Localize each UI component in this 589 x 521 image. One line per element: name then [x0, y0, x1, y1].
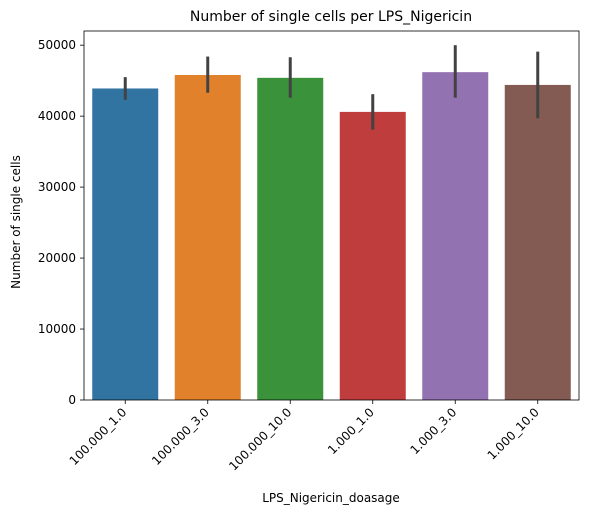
plot-area	[92, 45, 571, 401]
bar	[257, 77, 324, 400]
x-tick-label: 100.000_10.0	[226, 405, 294, 473]
x-axis-ticks: 100.000_1.0 100.000_3.0 100.000_10.0 1.000_…	[67, 400, 542, 473]
bar	[92, 88, 159, 400]
bar	[422, 72, 489, 401]
x-axis-label: LPS_Nigericin_doasage	[262, 491, 400, 505]
bar	[339, 111, 406, 401]
bar	[504, 84, 571, 400]
y-tick-label: 20000	[38, 251, 76, 265]
y-tick-label: 50000	[38, 38, 76, 52]
y-tick-label: 30000	[38, 180, 76, 194]
y-tick-label: 0	[68, 393, 76, 407]
x-tick-label: 100.000_1.0	[67, 405, 130, 468]
y-tick-label: 10000	[38, 322, 76, 336]
x-tick-label: 100.000_3.0	[149, 405, 212, 468]
bar	[174, 74, 241, 400]
x-tick-label: 1.000_1.0	[325, 405, 377, 457]
x-tick-label: 1.000_10.0	[485, 405, 542, 462]
chart-title: Number of single cells per LPS_Nigericin	[190, 9, 472, 25]
y-tick-label: 40000	[38, 109, 76, 123]
axes-frame	[83, 30, 580, 401]
x-tick-label: 1.000_3.0	[407, 405, 459, 457]
y-axis-label: Number of single cells	[9, 155, 23, 289]
y-axis-ticks: 0 10000 20000 30000 40000 50000	[38, 38, 84, 407]
